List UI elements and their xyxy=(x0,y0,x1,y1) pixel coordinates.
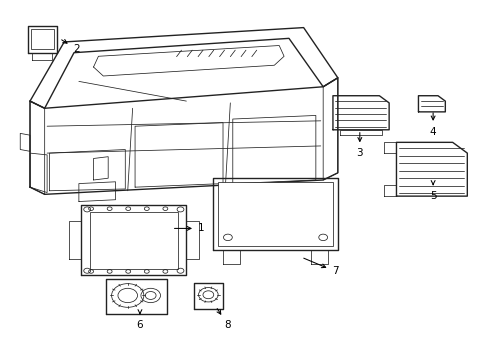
Polygon shape xyxy=(333,96,389,130)
Polygon shape xyxy=(311,250,328,264)
Polygon shape xyxy=(30,153,47,193)
Polygon shape xyxy=(20,134,30,151)
Text: 5: 5 xyxy=(430,180,437,201)
Polygon shape xyxy=(323,78,338,180)
Text: 7: 7 xyxy=(304,258,339,276)
Polygon shape xyxy=(32,53,52,60)
Bar xyxy=(31,30,54,49)
Polygon shape xyxy=(94,45,284,76)
Polygon shape xyxy=(384,185,396,196)
Polygon shape xyxy=(106,279,167,315)
Polygon shape xyxy=(194,283,223,309)
Polygon shape xyxy=(396,142,467,196)
Polygon shape xyxy=(213,178,338,250)
Polygon shape xyxy=(69,221,81,259)
Polygon shape xyxy=(79,182,116,202)
Polygon shape xyxy=(418,96,445,112)
Bar xyxy=(218,182,333,246)
Polygon shape xyxy=(233,116,316,184)
Text: 3: 3 xyxy=(357,132,363,158)
Text: 8: 8 xyxy=(217,309,231,330)
Polygon shape xyxy=(340,130,382,135)
Polygon shape xyxy=(49,149,125,191)
Polygon shape xyxy=(30,78,338,194)
Polygon shape xyxy=(27,26,57,53)
Polygon shape xyxy=(30,28,338,108)
Polygon shape xyxy=(135,123,223,187)
Polygon shape xyxy=(384,142,396,153)
Text: 2: 2 xyxy=(62,40,80,54)
Polygon shape xyxy=(81,205,186,275)
Polygon shape xyxy=(30,101,45,194)
Text: 6: 6 xyxy=(137,310,143,330)
Bar xyxy=(90,212,177,269)
Text: 1: 1 xyxy=(174,224,204,233)
Text: 4: 4 xyxy=(430,113,437,136)
Polygon shape xyxy=(223,250,240,264)
Polygon shape xyxy=(186,221,198,259)
Polygon shape xyxy=(94,157,108,180)
